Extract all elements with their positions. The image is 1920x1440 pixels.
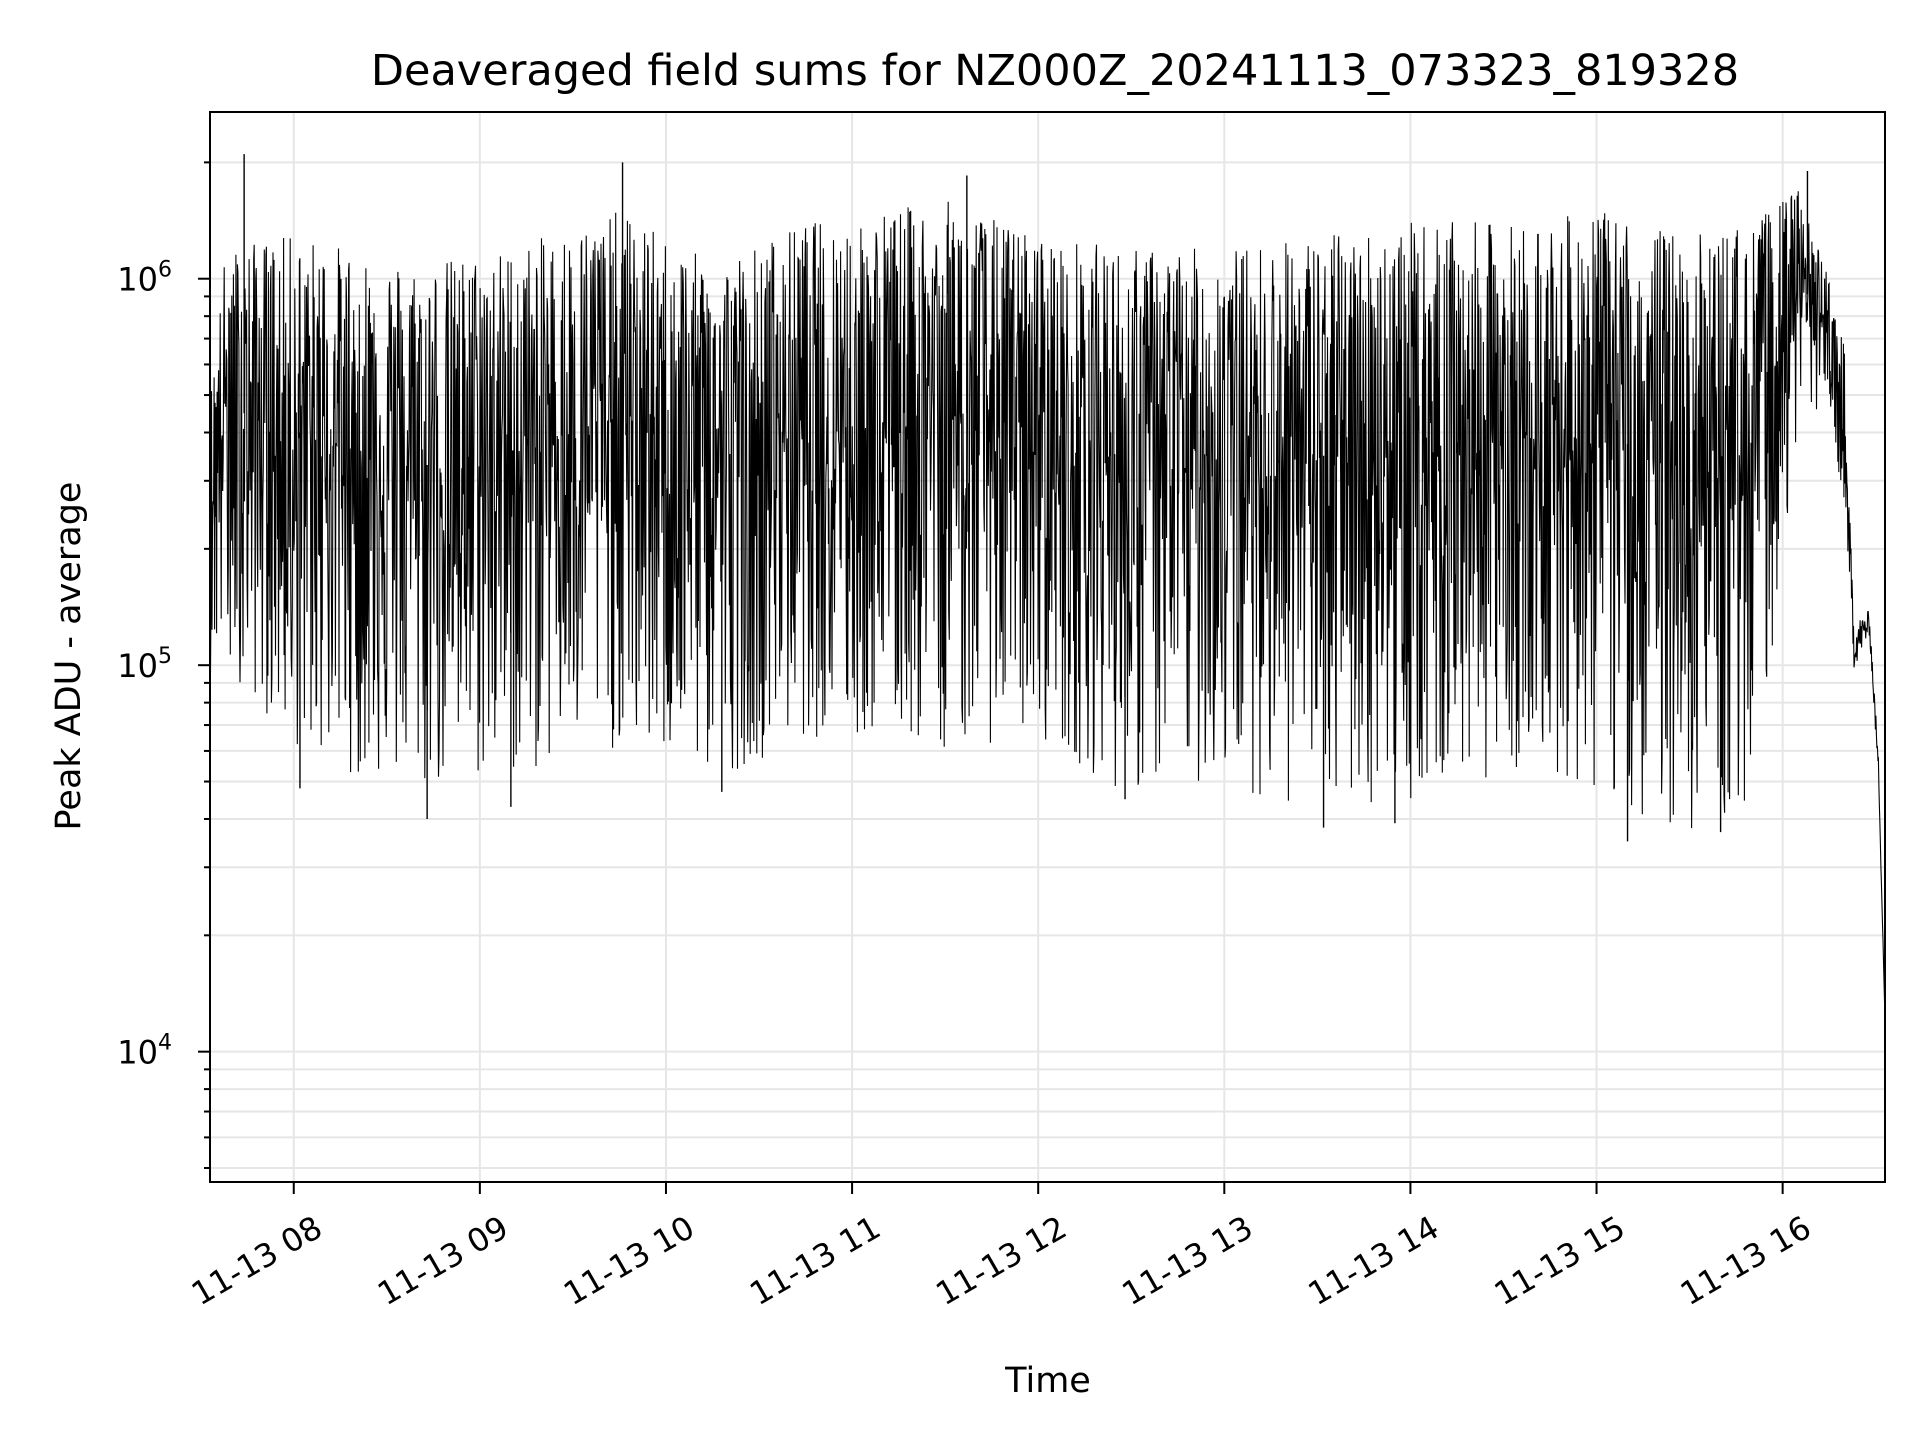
x-axis-label: Time — [1004, 1361, 1091, 1401]
series-path — [209, 191, 1886, 1022]
y-tick-label: 104 — [117, 1031, 172, 1072]
series-line — [209, 154, 1886, 1022]
y-axis-label: Peak ADU - average — [49, 482, 89, 831]
plot-frame — [209, 111, 1886, 1183]
chart-title: Deaveraged field sums for NZ000Z_2024111… — [371, 46, 1739, 96]
y-axis: 104 105 106 — [117, 161, 210, 1170]
y-tick-label: 106 — [117, 258, 172, 299]
y-tick-label: 105 — [117, 644, 172, 685]
